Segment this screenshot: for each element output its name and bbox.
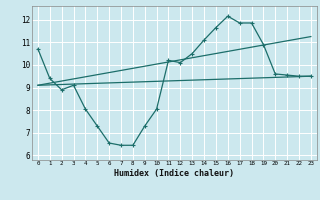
X-axis label: Humidex (Indice chaleur): Humidex (Indice chaleur)	[115, 169, 234, 178]
